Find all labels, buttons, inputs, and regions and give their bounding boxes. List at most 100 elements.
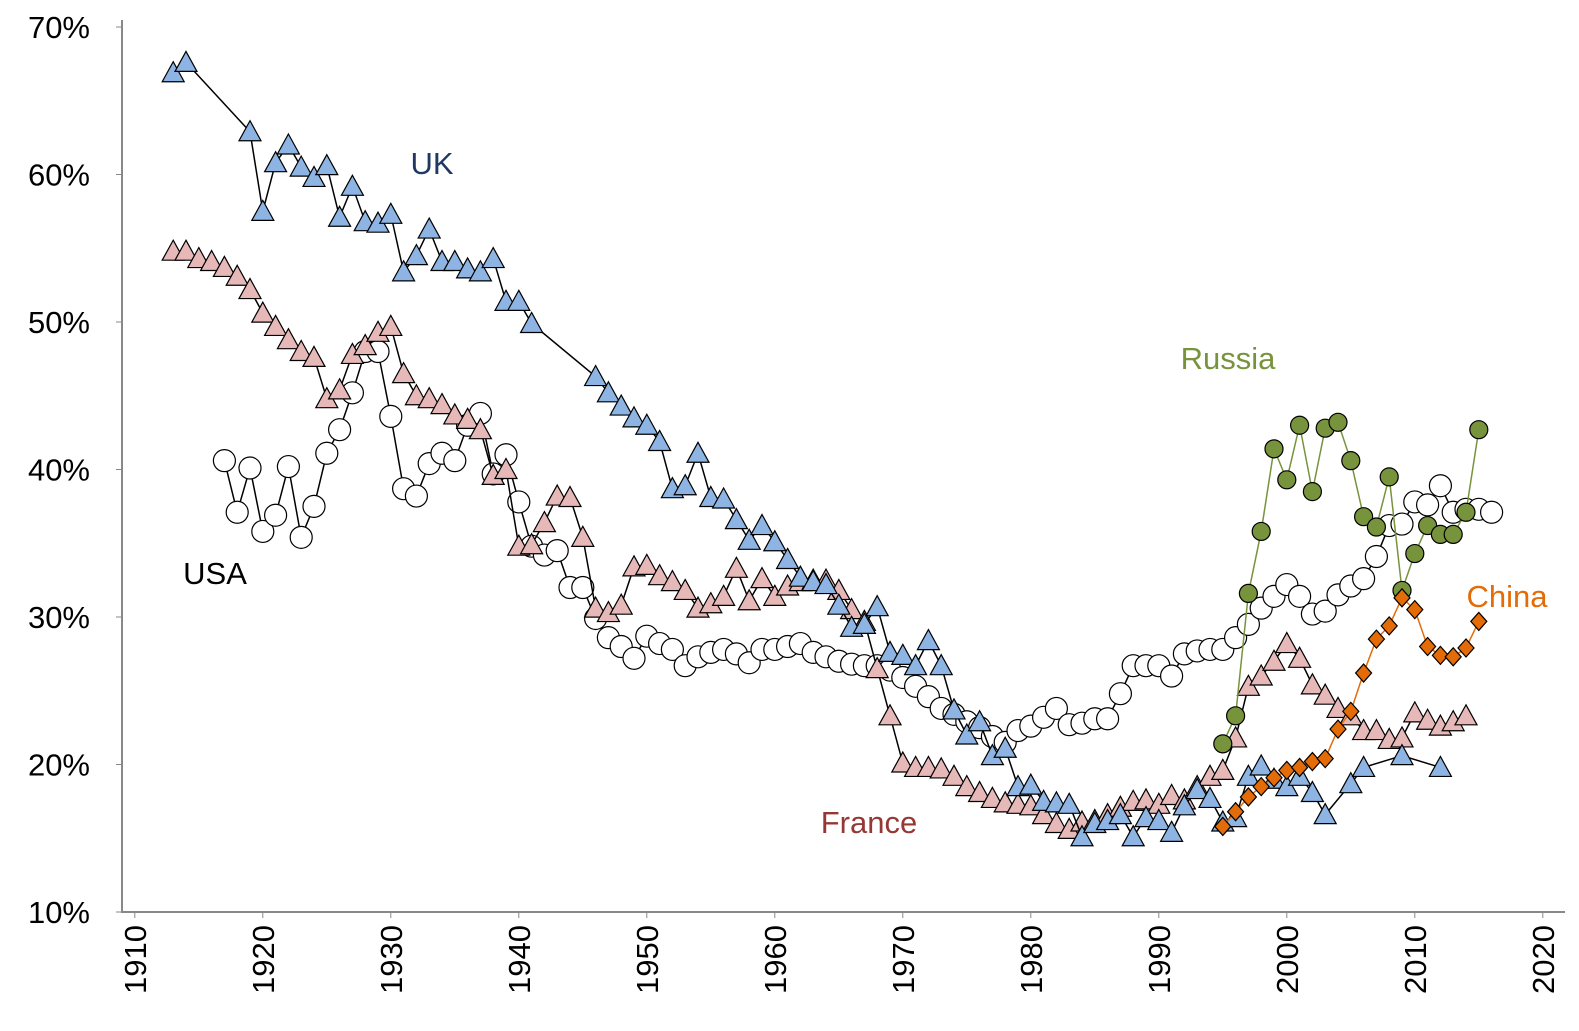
- marker: [1351, 567, 1376, 591]
- marker: [1313, 682, 1338, 705]
- marker: [1444, 646, 1463, 667]
- x-tick-label: 1920: [246, 925, 281, 994]
- marker: [852, 612, 877, 634]
- x-tick-label: 1990: [1142, 925, 1177, 994]
- marker: [481, 246, 506, 269]
- marker: [1453, 703, 1479, 726]
- marker: [1300, 672, 1325, 695]
- marker: [1415, 493, 1440, 517]
- marker: [391, 259, 416, 282]
- series-label: UK: [410, 146, 453, 181]
- x-tick-label: 1970: [886, 925, 921, 994]
- marker: [1159, 783, 1184, 806]
- x-tick-label: 2000: [1270, 925, 1305, 994]
- marker: [301, 345, 327, 367]
- marker: [404, 484, 428, 508]
- marker: [1226, 801, 1245, 822]
- marker: [1316, 748, 1335, 769]
- marker: [1364, 544, 1389, 569]
- marker: [1367, 629, 1386, 650]
- marker: [1238, 583, 1259, 604]
- marker: [634, 553, 659, 575]
- marker: [762, 529, 787, 552]
- marker: [1405, 599, 1424, 620]
- marker: [724, 507, 749, 530]
- marker: [1402, 700, 1427, 723]
- marker: [276, 327, 301, 350]
- marker: [609, 592, 634, 615]
- marker: [378, 202, 403, 224]
- marker: [327, 205, 352, 227]
- marker: [1159, 664, 1184, 688]
- marker: [724, 556, 749, 578]
- y-tick-label: 50%: [28, 305, 90, 340]
- marker: [737, 528, 762, 550]
- marker: [314, 153, 339, 176]
- y-tick-label: 70%: [28, 10, 90, 45]
- marker: [1393, 587, 1411, 608]
- marker: [929, 756, 954, 779]
- marker: [519, 532, 544, 555]
- marker: [237, 277, 263, 300]
- marker: [609, 393, 634, 416]
- marker: [238, 456, 262, 480]
- series-line: [172, 61, 1441, 839]
- x-tick-label: 1930: [374, 925, 409, 994]
- marker: [1354, 663, 1373, 683]
- marker: [493, 457, 519, 480]
- marker: [1236, 612, 1261, 636]
- marker: [967, 780, 992, 803]
- marker: [1264, 439, 1284, 459]
- marker: [340, 174, 365, 196]
- x-tick-label: 1950: [630, 925, 665, 994]
- marker: [1351, 755, 1376, 778]
- marker: [1456, 502, 1476, 522]
- marker: [1044, 811, 1069, 834]
- marker: [1469, 420, 1489, 440]
- marker: [1185, 777, 1210, 800]
- x-tick-label: 1910: [118, 925, 153, 994]
- marker: [1146, 808, 1171, 831]
- marker: [749, 513, 775, 536]
- marker: [328, 418, 352, 442]
- y-tick-label: 20%: [28, 748, 90, 783]
- marker: [1172, 793, 1197, 816]
- marker: [570, 525, 595, 547]
- marker: [1390, 512, 1414, 536]
- marker: [737, 588, 762, 611]
- x-tick-label: 1980: [1014, 925, 1049, 994]
- marker: [673, 578, 698, 601]
- marker: [442, 249, 467, 272]
- marker: [1225, 706, 1246, 726]
- marker: [1341, 701, 1360, 722]
- marker: [916, 628, 941, 651]
- marker: [1108, 802, 1133, 825]
- series-label: China: [1467, 579, 1549, 614]
- marker: [199, 249, 224, 272]
- marker: [468, 417, 493, 440]
- marker: [1469, 611, 1488, 632]
- marker: [954, 722, 979, 745]
- marker: [813, 572, 839, 595]
- marker: [1353, 507, 1374, 527]
- marker: [826, 592, 851, 615]
- marker: [1457, 638, 1475, 658]
- marker: [749, 566, 775, 589]
- marker: [455, 407, 480, 429]
- marker: [865, 594, 890, 617]
- y-tick-label: 40%: [28, 453, 90, 488]
- marker: [1290, 757, 1309, 778]
- marker: [1364, 718, 1389, 741]
- series-label: USA: [183, 556, 247, 591]
- marker: [250, 199, 275, 221]
- marker: [1197, 786, 1223, 809]
- marker: [1252, 776, 1271, 797]
- marker: [877, 703, 903, 726]
- marker: [941, 697, 967, 720]
- marker: [1418, 636, 1437, 657]
- marker: [1121, 824, 1146, 847]
- marker: [417, 216, 442, 239]
- marker: [711, 584, 736, 606]
- marker: [571, 575, 595, 600]
- marker: [442, 402, 467, 425]
